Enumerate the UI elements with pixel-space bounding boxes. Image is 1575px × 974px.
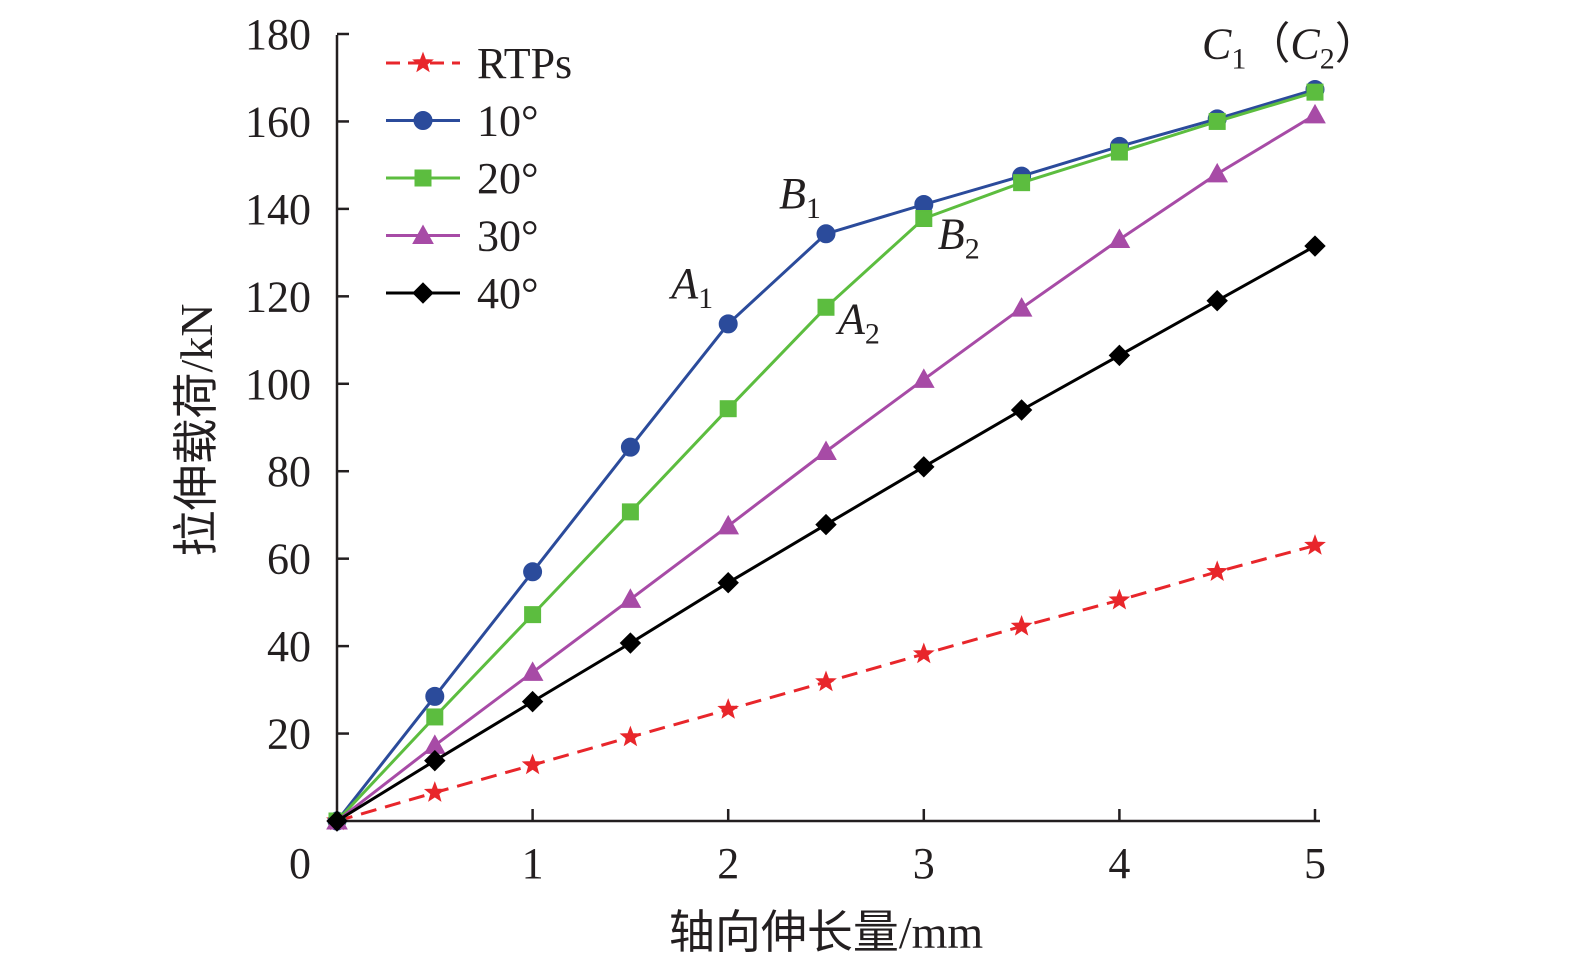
data-point <box>912 368 935 388</box>
data-point <box>915 210 933 228</box>
origin-label: 0 <box>289 839 311 888</box>
y-tick-label: 20 <box>267 710 311 759</box>
data-point <box>717 698 740 719</box>
y-ticks: 20 40 60 80 100 120 140 160 180 <box>245 10 349 759</box>
y-axis-title: 拉伸载荷/kN <box>171 304 222 557</box>
data-point <box>913 456 935 478</box>
y-tick-label: 60 <box>267 535 311 584</box>
data-point <box>1206 289 1228 312</box>
data-point <box>1108 588 1131 610</box>
data-point <box>521 753 544 775</box>
data-point <box>815 440 837 461</box>
data-point <box>1304 235 1326 257</box>
series-0 <box>326 534 1326 831</box>
x-tick-label: 3 <box>913 839 935 888</box>
x-ticks: 1 2 3 4 5 <box>522 809 1326 888</box>
data-point <box>1208 112 1226 130</box>
y-tick-label: 120 <box>245 272 311 321</box>
data-point <box>815 513 837 536</box>
legend-label: 30° <box>477 212 539 261</box>
legend-item: RTPs <box>386 39 572 88</box>
y-tick-label: 160 <box>245 97 311 146</box>
data-point <box>1010 297 1033 317</box>
data-point <box>815 670 837 692</box>
data-point <box>524 606 542 624</box>
legend-label: RTPs <box>477 39 572 88</box>
annotation-label: B1 <box>779 169 821 225</box>
data-point <box>1010 615 1033 636</box>
data-point <box>1108 228 1131 248</box>
x-tick-label: 4 <box>1108 839 1130 888</box>
annotations: A1 B1 A2 B2 C1（C2） <box>668 20 1379 351</box>
legend: RTPs 10° 20° 30° 40° <box>386 39 572 318</box>
data-point <box>1010 399 1033 421</box>
legend-item: 40° <box>386 269 539 318</box>
plot-area <box>326 80 1326 832</box>
data-point <box>1206 560 1229 582</box>
annotation-label: C1（C2） <box>1202 20 1379 76</box>
y-tick-label: 140 <box>245 185 311 234</box>
data-point <box>717 572 739 594</box>
series-4 <box>326 235 1326 832</box>
data-point <box>621 503 639 521</box>
annotation-label: A2 <box>835 294 880 350</box>
axes <box>335 35 1320 823</box>
legend-marker <box>412 224 434 244</box>
y-tick-label: 180 <box>245 10 311 59</box>
data-point <box>817 298 835 316</box>
data-point <box>717 514 740 535</box>
data-point <box>424 749 446 772</box>
legend-item: 10° <box>386 97 539 146</box>
legend-marker <box>413 111 433 130</box>
data-point <box>425 686 445 706</box>
y-tick-label: 100 <box>245 360 311 409</box>
annotation-label: B2 <box>938 210 980 266</box>
data-point <box>1304 534 1326 555</box>
y-tick-label: 40 <box>267 622 311 671</box>
legend-label: 20° <box>477 154 539 203</box>
data-point <box>326 810 348 832</box>
data-point <box>619 632 642 654</box>
data-point <box>521 690 544 713</box>
data-point <box>718 314 738 334</box>
data-point <box>1013 174 1031 192</box>
x-axis-title: 轴向伸长量/mm <box>669 907 984 958</box>
legend-marker <box>414 169 432 187</box>
legend-label: 10° <box>477 97 539 146</box>
data-point <box>620 437 640 457</box>
data-point <box>1306 83 1324 101</box>
data-point <box>619 725 642 747</box>
data-point <box>426 708 444 726</box>
data-point <box>619 588 642 608</box>
data-point <box>816 224 836 244</box>
data-point <box>719 400 737 418</box>
legend-item: 20° <box>386 154 539 203</box>
data-point <box>523 562 543 582</box>
data-point <box>1304 103 1326 124</box>
data-point <box>1206 162 1229 183</box>
x-tick-label: 2 <box>717 839 739 888</box>
annotation-label: A1 <box>668 259 713 315</box>
legend-item: 30° <box>386 212 539 261</box>
y-tick-label: 80 <box>267 447 311 496</box>
x-tick-label: 1 <box>522 839 544 888</box>
x-tick-label: 5 <box>1304 839 1326 888</box>
legend-marker <box>412 282 434 304</box>
data-point <box>1110 143 1128 161</box>
data-point <box>912 642 935 664</box>
legend-marker <box>412 51 434 73</box>
legend-label: 40° <box>477 269 539 318</box>
data-point <box>1108 344 1131 367</box>
data-point <box>521 661 544 681</box>
data-point <box>423 781 446 802</box>
